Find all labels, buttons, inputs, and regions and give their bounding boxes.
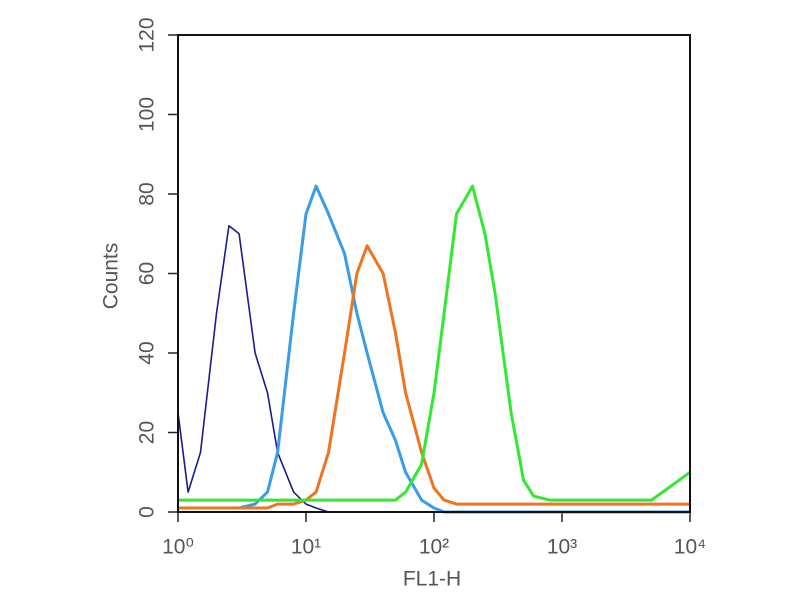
- y-tick-label: 40: [136, 341, 159, 364]
- histogram-line: [177, 225, 690, 513]
- x-tick-label: 10⁰: [162, 536, 194, 559]
- y-tick-label: 120: [136, 17, 159, 52]
- x-axis-label: FL1-H: [403, 568, 461, 591]
- y-tick-label: 20: [136, 421, 159, 444]
- plot-frame: [177, 34, 691, 513]
- y-tick-label: 100: [136, 97, 159, 132]
- y-tick-label: 60: [136, 262, 159, 285]
- histogram-line: [178, 244, 690, 510]
- x-tick-label: 10⁴: [674, 536, 706, 559]
- y-axis-label: Counts: [100, 243, 123, 310]
- x-tick-label: 10¹: [291, 536, 321, 559]
- y-tick-label: 80: [136, 182, 159, 205]
- x-tick-label: 10³: [547, 536, 577, 559]
- x-tick-label: 10²: [419, 536, 449, 559]
- histogram-line: [178, 184, 691, 502]
- y-tick-label: 0: [136, 506, 159, 518]
